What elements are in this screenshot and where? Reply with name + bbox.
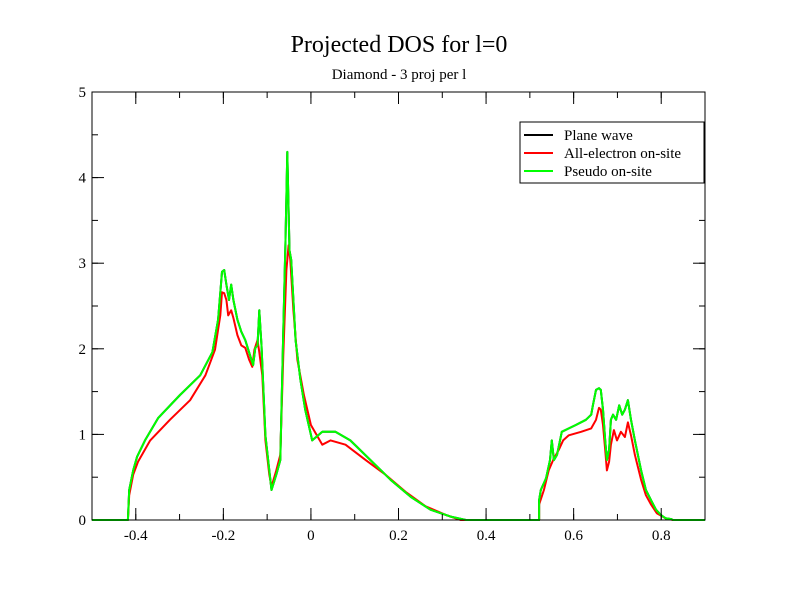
x-tick-label: 0.8 [652, 528, 671, 544]
x-tick-label: -0.4 [124, 528, 148, 544]
y-tick-label: 5 [79, 85, 87, 101]
y-tick-label: 3 [79, 256, 87, 272]
axes-layer: -0.4 -0.2 0 0.2 0.4 0.6 0.8 0 1 2 3 4 5 [79, 85, 706, 544]
series-layer [92, 150, 705, 521]
x-tick-label: -0.2 [211, 528, 235, 544]
series-line-2 [92, 150, 705, 521]
chart-subtitle: Diamond - 3 proj per l [332, 67, 467, 83]
x-tick-label: 0 [307, 528, 315, 544]
legend-label-2: Pseudo on-site [564, 164, 652, 180]
legend-label-0: Plane wave [564, 128, 633, 144]
x-tick-label: 0.2 [389, 528, 408, 544]
series-line-1 [92, 244, 705, 521]
series-line-0 [92, 150, 705, 521]
x-tick-label: 0.6 [564, 528, 583, 544]
legend: Plane wave All-electron on-site Pseudo on-… [519, 121, 705, 184]
y-tick-label: 0 [79, 513, 87, 529]
y-tick-label: 1 [79, 427, 87, 443]
y-tick-label: 2 [79, 342, 87, 358]
legend-label-1: All-electron on-site [564, 146, 681, 162]
x-tick-label: 0.4 [477, 528, 496, 544]
chart-title: Projected DOS for l=0 [291, 32, 508, 58]
y-tick-label: 4 [79, 171, 87, 187]
